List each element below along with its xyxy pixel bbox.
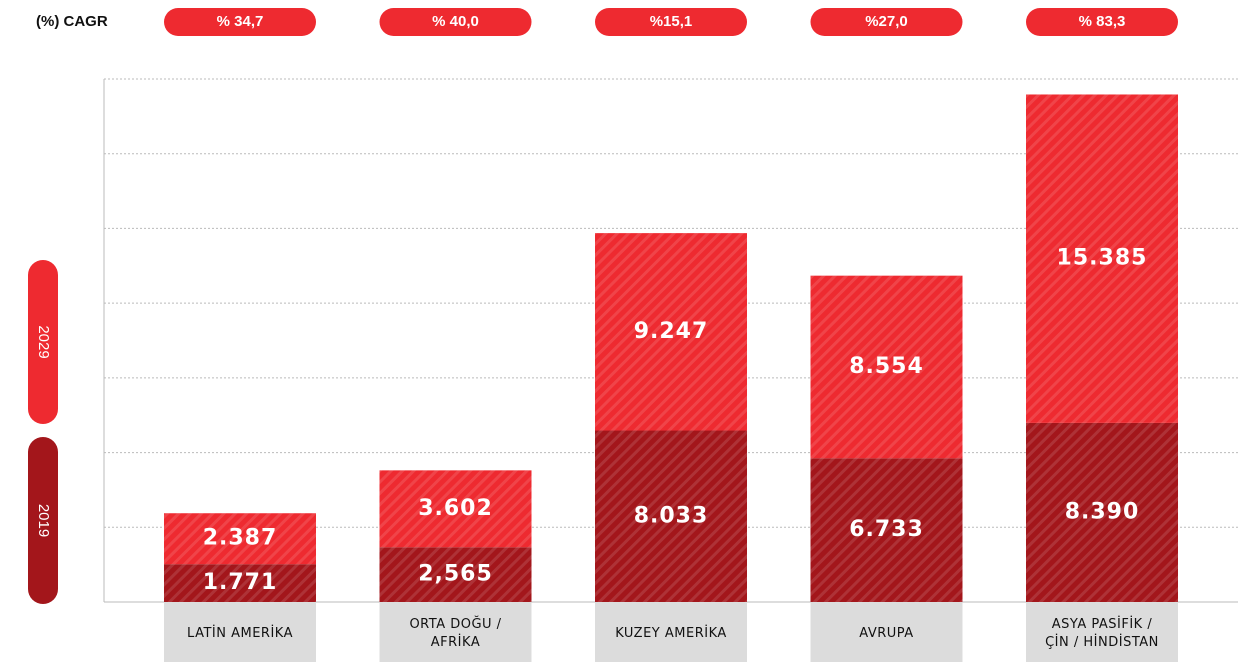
legend-pill bbox=[28, 437, 58, 604]
bar-hatch bbox=[810, 458, 963, 602]
bar-hatch bbox=[810, 275, 963, 459]
cagr-pill bbox=[1026, 8, 1178, 36]
bar-hatch bbox=[595, 430, 747, 602]
bar-label: 15.385 bbox=[1057, 246, 1148, 271]
bar-hatch bbox=[595, 233, 747, 431]
cagr-pill bbox=[379, 8, 532, 36]
x-tick-line: ORTA DOĞU / bbox=[409, 616, 501, 632]
category-box bbox=[379, 603, 532, 662]
cagr-label: % 83,3 bbox=[1079, 13, 1126, 30]
bar-label: 8.033 bbox=[634, 503, 709, 528]
bar-hatch bbox=[1026, 422, 1178, 602]
bar-hatch bbox=[379, 470, 532, 548]
category-box bbox=[595, 603, 747, 662]
category-box bbox=[164, 603, 316, 662]
bar-label: 1.771 bbox=[203, 570, 278, 595]
x-tick-label: ASYA PASİFİK / ÇİN / HİNDİSTAN bbox=[1045, 616, 1159, 650]
bar-hatch bbox=[379, 547, 532, 602]
bar-hatch bbox=[1026, 94, 1178, 423]
x-tick-line: LATİN AMERİKA bbox=[187, 625, 293, 641]
bar-hatch bbox=[164, 513, 316, 565]
x-tick-label: AVRUPA bbox=[859, 626, 913, 641]
cagr-label: %15,1 bbox=[650, 13, 693, 30]
x-tick-line: KUZEY AMERİKA bbox=[615, 625, 727, 641]
bar-label: 2,565 bbox=[418, 562, 493, 587]
bar-label: 9.247 bbox=[634, 319, 709, 344]
x-tick-line: AVRUPA bbox=[859, 626, 913, 641]
legend-pill bbox=[28, 260, 58, 424]
legend-label: 2019 bbox=[35, 504, 52, 537]
bar-label: 8.554 bbox=[849, 354, 924, 379]
cagr-label: % 34,7 bbox=[217, 13, 264, 30]
bar-label: 8.390 bbox=[1065, 499, 1140, 524]
bar-hatch bbox=[164, 564, 316, 602]
category-box bbox=[810, 603, 963, 662]
cagr-label: % 40,0 bbox=[432, 13, 479, 30]
x-tick-line: ASYA PASİFİK / bbox=[1052, 616, 1153, 632]
cagr-title: (%) CAGR bbox=[36, 13, 108, 30]
bar-label: 3.602 bbox=[418, 496, 493, 521]
x-tick-label: LATİN AMERİKA bbox=[187, 625, 293, 641]
cagr-pill bbox=[810, 8, 963, 36]
cagr-label: %27,0 bbox=[865, 13, 908, 30]
cagr-pill bbox=[164, 8, 316, 36]
x-tick-line: AFRİKA bbox=[431, 634, 480, 650]
cagr-pill bbox=[595, 8, 747, 36]
bar-label: 2.387 bbox=[203, 526, 278, 551]
category-box bbox=[1026, 603, 1178, 662]
bar-label: 6.733 bbox=[849, 517, 924, 542]
x-tick-line: ÇİN / HİNDİSTAN bbox=[1045, 634, 1159, 650]
legend-label: 2029 bbox=[35, 325, 52, 358]
x-tick-label: ORTA DOĞU / AFRİKA bbox=[409, 616, 501, 650]
x-tick-label: KUZEY AMERİKA bbox=[615, 625, 727, 641]
